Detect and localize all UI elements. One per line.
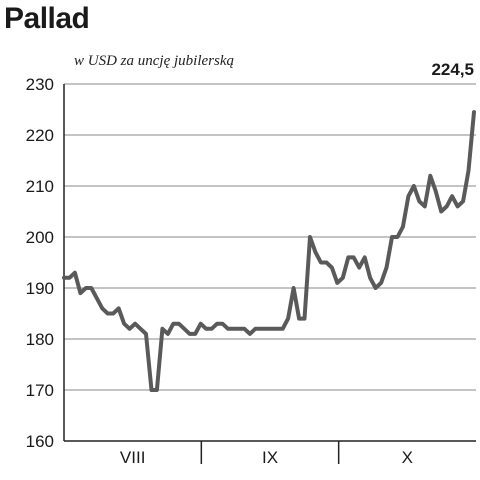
x-month-label: X [402,448,413,467]
x-month-label: IX [262,448,278,467]
y-tick-label: 230 [26,75,54,94]
grid-layer [64,83,476,391]
y-tick-label: 180 [26,330,54,349]
chart-subtitle: w USD za uncję jubilerską [74,53,234,69]
axis-layer [63,84,476,442]
x-month-label: VIII [120,448,146,467]
y-tick-label: 200 [26,228,54,247]
y-tick-label: 190 [26,279,54,298]
y-tick-label: 160 [26,432,54,451]
y-tick-labels: 160 170 180 190 200 210 220 230 [26,75,54,451]
series-line [62,110,476,392]
y-tick-label: 210 [26,177,54,196]
last-value-label: 224,5 [431,60,474,79]
series-layer [62,110,476,392]
chart-title: Pallad [4,2,90,35]
y-tick-label: 170 [26,381,54,400]
x-month-labels: VIII IX X [120,441,413,467]
y-tick-label: 220 [26,126,54,145]
